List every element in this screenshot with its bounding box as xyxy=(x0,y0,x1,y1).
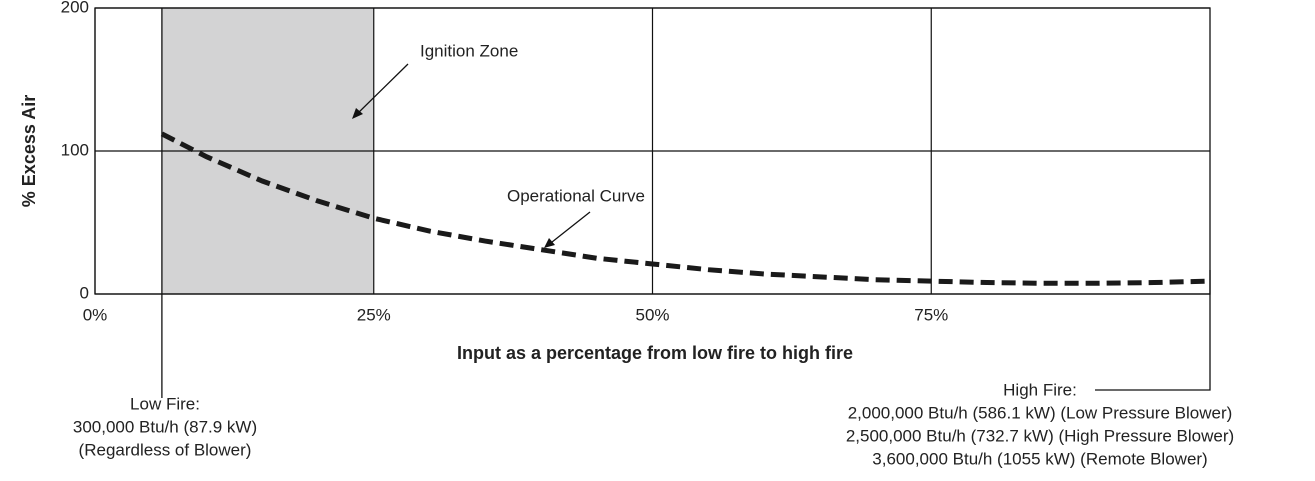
y-axis-label: % Excess Air xyxy=(19,95,39,207)
x-tick-label: 25% xyxy=(357,305,391,324)
x-tick-label: 50% xyxy=(635,305,669,324)
arrowhead xyxy=(352,108,363,119)
low-fire-note: Low Fire: xyxy=(130,394,200,413)
annotation: Ignition Zone xyxy=(420,41,518,60)
annotation: Operational Curve xyxy=(507,186,645,205)
high-fire-note: 2,500,000 Btu/h (732.7 kW) (High Pressur… xyxy=(846,426,1234,445)
arrow xyxy=(353,63,409,118)
y-tick-label: 200 xyxy=(61,0,89,16)
high-fire-note: 3,600,000 Btu/h (1055 kW) (Remote Blower… xyxy=(872,449,1207,468)
x-tick-label: 0% xyxy=(83,305,108,324)
plot-frame xyxy=(94,7,1211,295)
y-tick-label: 100 xyxy=(61,140,89,159)
high-fire-note: 2,000,000 Btu/h (586.1 kW) (Low Pressure… xyxy=(848,403,1233,422)
y-tick-label: 0 xyxy=(80,283,89,302)
arrow xyxy=(546,211,591,247)
low-fire-note: 300,000 Btu/h (87.9 kW) xyxy=(73,417,257,436)
low-fire-note: (Regardless of Blower) xyxy=(79,440,252,459)
arrowhead xyxy=(544,238,555,248)
x-axis-label: Input as a percentage from low fire to h… xyxy=(457,343,853,363)
x-tick-label: 75% xyxy=(914,305,948,324)
high-fire-leader xyxy=(1095,270,1211,391)
high-fire-note: High Fire: xyxy=(1003,380,1077,399)
operational-curve xyxy=(160,131,1211,286)
